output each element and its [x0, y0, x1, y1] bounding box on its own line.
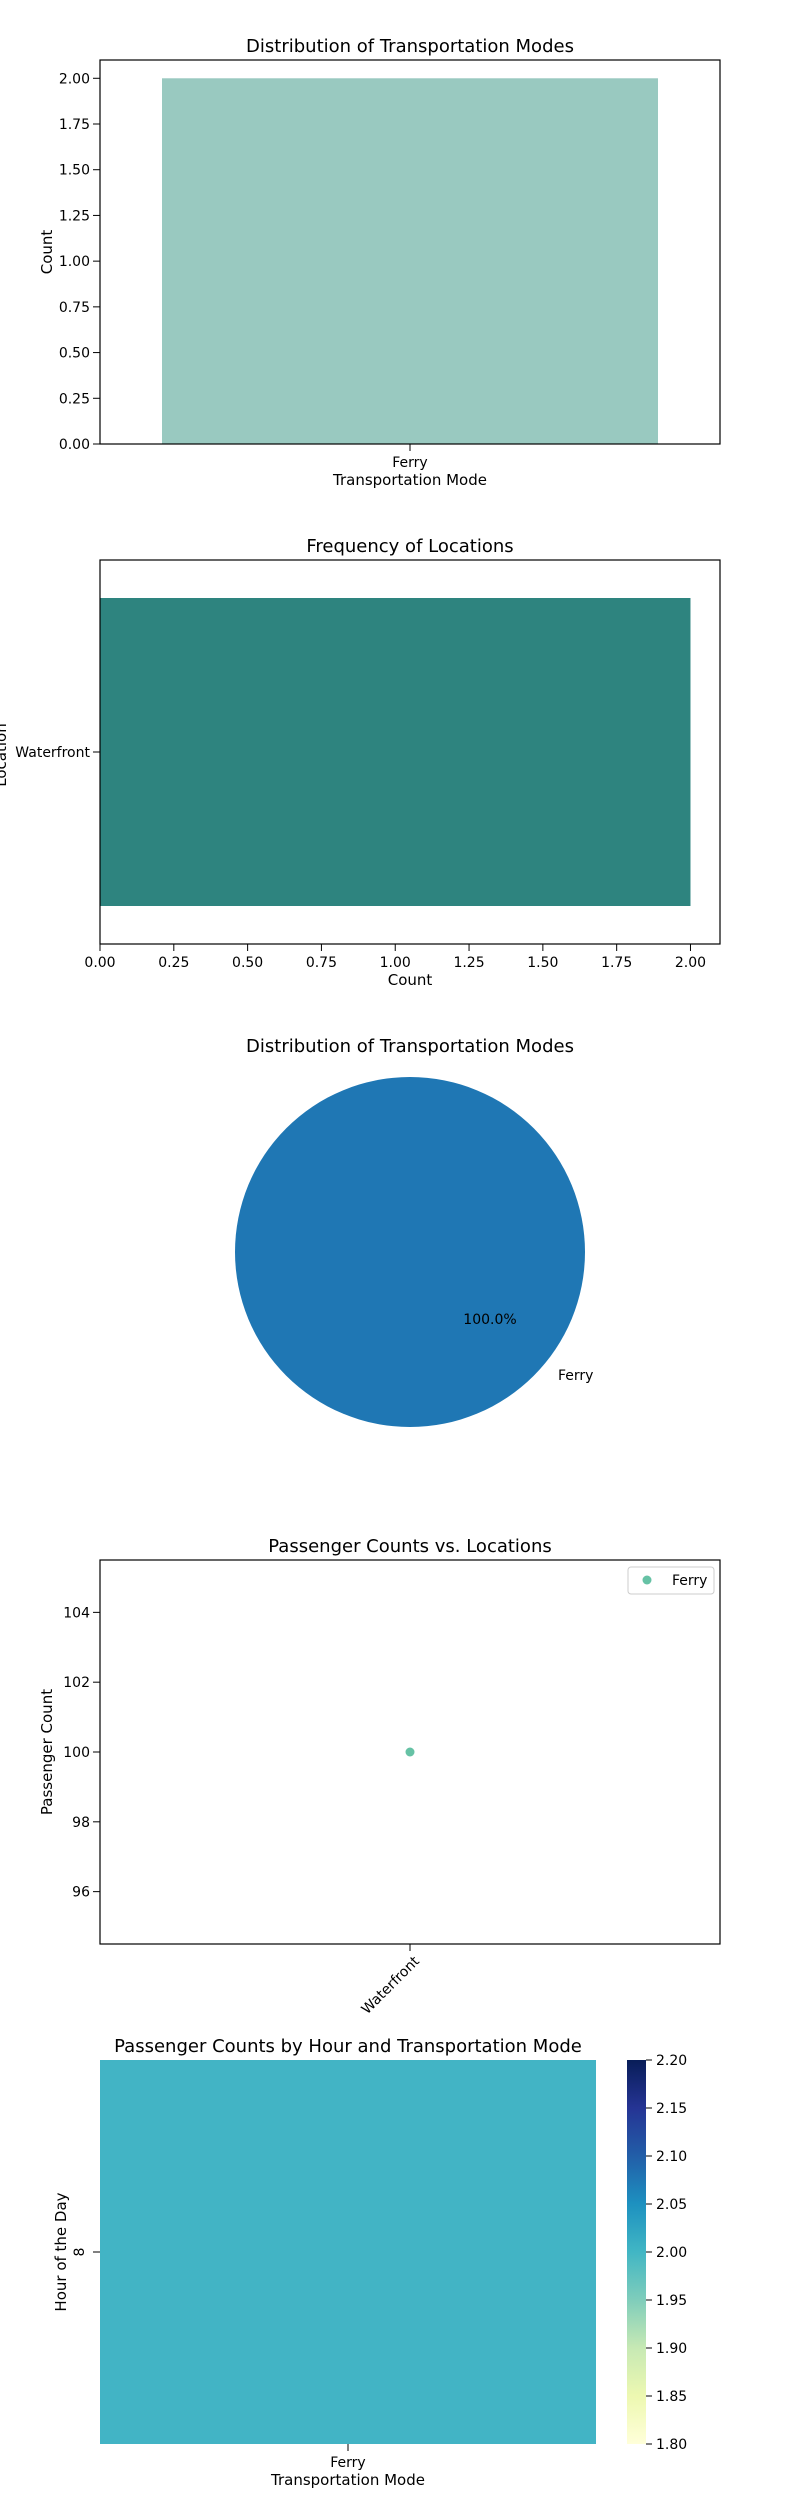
chart-2-x-tick-label: 1.75 [601, 955, 632, 971]
chart-1-y-tick-label: 0.00 [59, 437, 90, 453]
chart-1-y-tick-label: 2.00 [59, 71, 90, 87]
chart-1-x-tick-label: Ferry [392, 455, 427, 471]
chart-2-x-tick-label: 0.00 [84, 955, 115, 971]
chart-4-legend-marker [642, 1575, 652, 1585]
chart-1-y-tick-label: 0.75 [59, 300, 90, 316]
chart-5-colorbar-tick-label: 1.80 [656, 2437, 687, 2453]
chart-4-y-ticks: 96 98 100 102 104 [63, 1605, 100, 1901]
chart-2-x-tick-label: 1.50 [527, 955, 558, 971]
chart-5-colorbar-ticks: 1.80 1.85 1.90 1.95 2.00 2.05 2.10 2.15 2.20 [646, 2053, 687, 2453]
chart-3-slice-label: Ferry [558, 1368, 593, 1384]
chart-3-pct-label: 100.0% [463, 1312, 516, 1328]
chart-2-x-tick-label: 0.50 [232, 955, 263, 971]
chart-3-transport-modes-pie: Distribution of Transportation Modes 100… [235, 1036, 593, 1427]
chart-5-y-axis-label: Hour of the Day [52, 2192, 70, 2311]
chart-1-y-tick-label: 1.25 [59, 208, 90, 224]
chart-5-colorbar-tick-label: 2.05 [656, 2197, 687, 2213]
chart-5-passenger-heatmap: Passenger Counts by Hour and Transportat… [52, 2036, 687, 2489]
chart-2-x-tick-label: 1.00 [380, 955, 411, 971]
chart-2-y-axis-label: Location [0, 723, 10, 786]
chart-1-y-tick-label: 1.00 [59, 254, 90, 270]
chart-4-x-tick-label: Waterfront [359, 1953, 423, 2017]
chart-5-colorbar-tick-label: 1.90 [656, 2341, 687, 2357]
chart-1-y-tick-label: 0.50 [59, 346, 90, 362]
chart-1-x-axis-label: Transportation Mode [332, 471, 487, 489]
chart-4-passenger-scatter: Passenger Counts vs. Locations 96 98 100 10… [38, 1536, 721, 2018]
chart-2-bar-waterfront [100, 598, 691, 906]
chart-5-colorbar-tick-label: 1.85 [656, 2389, 687, 2405]
chart-1-title: Distribution of Transportation Modes [246, 36, 574, 57]
chart-2-title: Frequency of Locations [306, 536, 513, 557]
chart-5-colorbar-tick-label: 2.15 [656, 2101, 687, 2117]
chart-2-locations-bar: Frequency of Locations 0.00 0.25 0.50 0.75 1… [0, 536, 721, 989]
chart-4-y-axis-label: Passenger Count [38, 1689, 56, 1815]
chart-3-slice-ferry [235, 1077, 585, 1427]
chart-1-transport-modes-bar: Distribution of Transportation Modes 0.0… [38, 36, 721, 489]
chart-5-cell-ferry-8 [100, 2060, 596, 2444]
chart-3-title: Distribution of Transportation Modes [246, 1036, 574, 1057]
chart-5-colorbar-tick-label: 2.00 [656, 2245, 687, 2261]
chart-2-x-ticks: 0.00 0.25 0.50 0.75 1.00 1.25 1.50 1.75 2.00 [84, 944, 706, 971]
chart-2-x-tick-label: 1.25 [453, 955, 484, 971]
chart-1-y-tick-label: 0.25 [59, 391, 90, 407]
chart-4-y-tick-label: 100 [63, 1745, 90, 1761]
chart-1-y-tick-label: 1.75 [59, 117, 90, 133]
chart-4-y-tick-label: 104 [63, 1605, 90, 1621]
chart-4-legend-box [627, 1566, 715, 1595]
chart-2-y-tick-label: Waterfront [15, 745, 90, 761]
chart-5-colorbar-tick-label: 2.20 [656, 2053, 687, 2069]
chart-1-y-tick-label: 1.50 [59, 163, 90, 179]
chart-5-colorbar-tick-label: 2.10 [656, 2149, 687, 2165]
chart-4-y-tick-label: 102 [63, 1675, 90, 1691]
chart-4-point-ferry [405, 1747, 415, 1757]
chart-1-bar-ferry [162, 78, 658, 445]
chart-2-x-tick-label: 0.75 [306, 955, 337, 971]
chart-4-title: Passenger Counts vs. Locations [268, 1536, 551, 1557]
chart-5-colorbar [627, 2060, 646, 2444]
chart-5-x-axis-label: Transportation Mode [270, 2471, 425, 2489]
chart-4-legend-label: Ferry [672, 1573, 707, 1589]
chart-4-y-tick-label: 98 [72, 1815, 90, 1831]
chart-4-legend: Ferry [627, 1566, 715, 1595]
chart-5-x-tick-label: Ferry [330, 2455, 365, 2471]
chart-2-x-tick-label: 0.25 [158, 955, 189, 971]
chart-5-colorbar-tick-label: 1.95 [656, 2293, 687, 2309]
chart-2-x-tick-label: 2.00 [675, 955, 706, 971]
chart-4-y-tick-label: 96 [72, 1885, 90, 1901]
chart-1-y-axis-label: Count [38, 230, 56, 275]
chart-1-y-ticks: 0.00 0.25 0.50 0.75 1.00 1.25 1.50 1.75 2.00 [59, 71, 100, 453]
chart-5-title: Passenger Counts by Hour and Transportat… [114, 2036, 582, 2057]
chart-5-y-tick-label: 8 [72, 2248, 88, 2257]
chart-2-x-axis-label: Count [388, 971, 433, 989]
